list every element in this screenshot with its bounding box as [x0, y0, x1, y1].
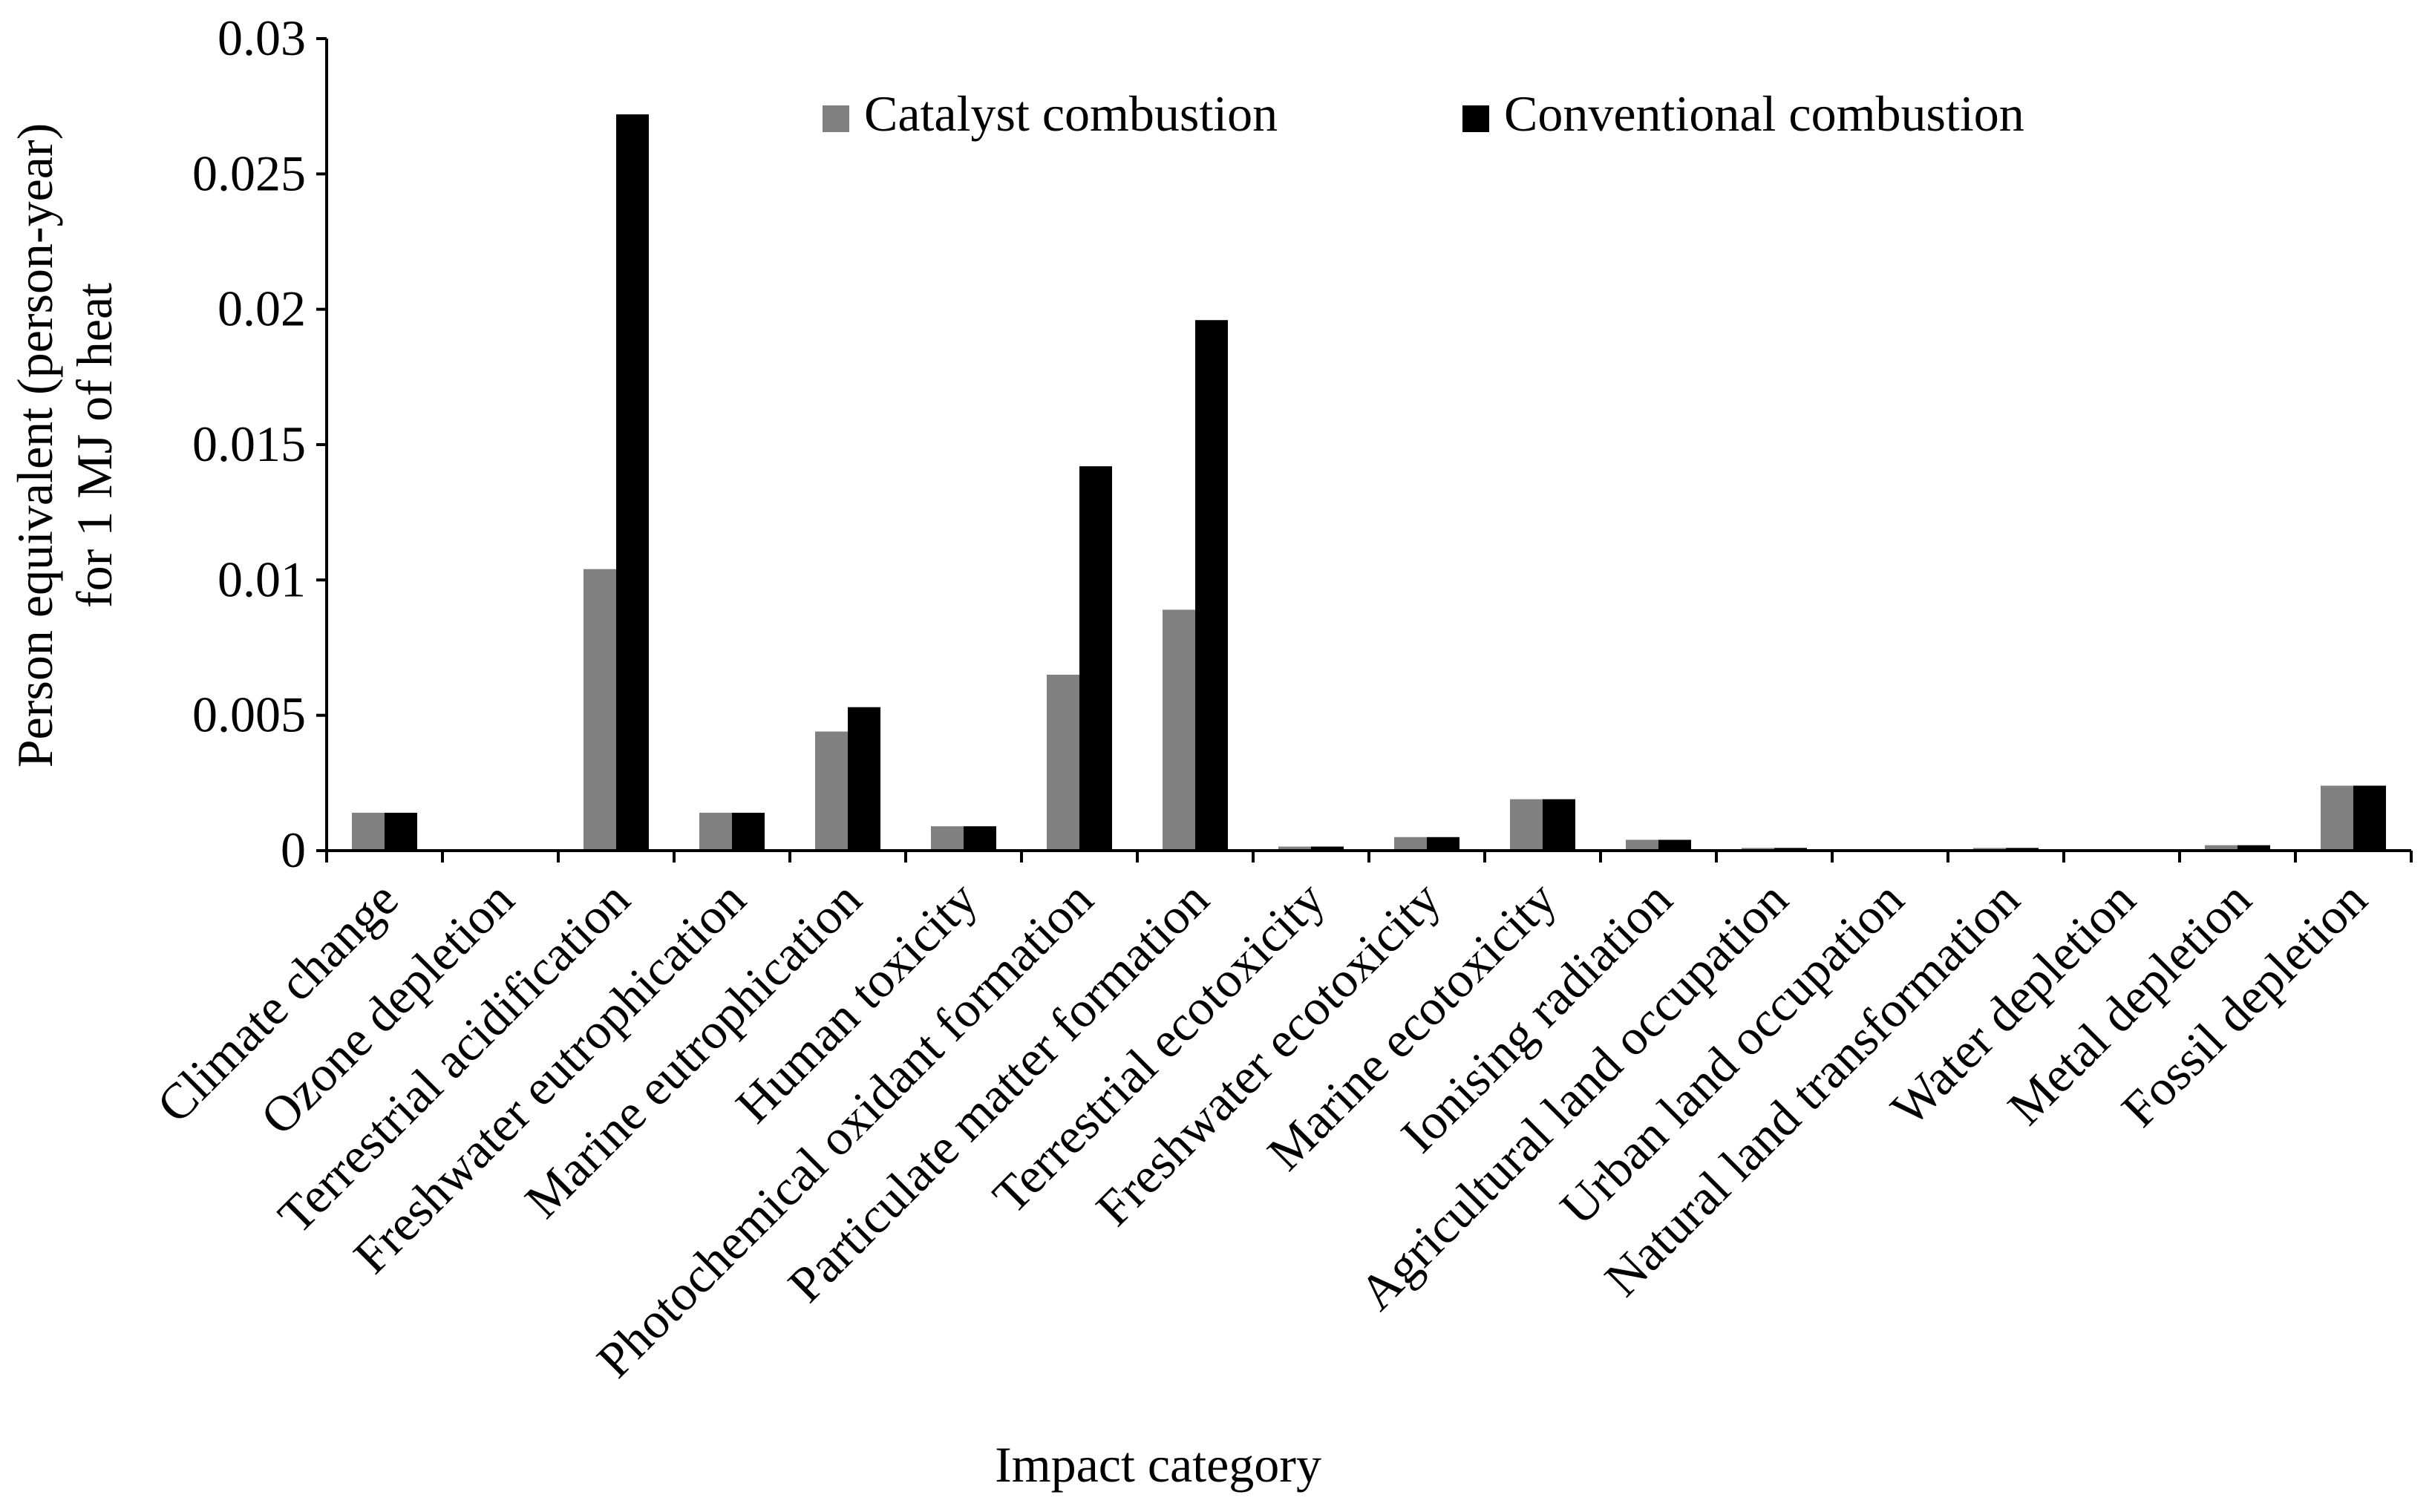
bar-conventional-10 — [1543, 799, 1575, 851]
y-tick-label-6: 0.03 — [218, 10, 306, 66]
bar-catalyst-6 — [1047, 674, 1079, 851]
legend-label-0: Catalyst combustion — [864, 85, 1278, 142]
y-tick-label-2: 0.01 — [218, 551, 306, 607]
bar-catalyst-9 — [1394, 837, 1427, 851]
x-axis-title: Impact category — [995, 1436, 1321, 1493]
bar-conventional-0 — [385, 812, 417, 851]
y-axis-title-line-2: for 1 MJ of heat — [66, 283, 122, 608]
bar-catalyst-17 — [2321, 785, 2353, 851]
bar-catalyst-10 — [1510, 799, 1543, 851]
bar-catalyst-16 — [2205, 845, 2237, 851]
bar-conventional-6 — [1079, 466, 1112, 851]
legend-swatch-1 — [1462, 105, 1489, 132]
bar-conventional-16 — [2237, 845, 2270, 851]
legend-label-1: Conventional combustion — [1504, 85, 2024, 142]
bar-conventional-4 — [848, 707, 880, 851]
bar-catalyst-11 — [1626, 840, 1658, 851]
bar-conventional-9 — [1427, 837, 1459, 851]
bar-conventional-2 — [616, 114, 649, 851]
y-tick-label-4: 0.02 — [218, 281, 306, 337]
bar-catalyst-8 — [1278, 846, 1311, 851]
bar-conventional-7 — [1195, 320, 1228, 851]
y-axis-title-line-1: Person equivalent (person-year) — [7, 123, 63, 768]
bar-conventional-11 — [1658, 840, 1691, 851]
legend: Catalyst combustion Conventional combusti… — [823, 85, 2024, 142]
bar-conventional-17 — [2353, 785, 2386, 851]
bar-catalyst-0 — [352, 812, 385, 851]
bar-conventional-3 — [732, 812, 765, 851]
bar-catalyst-3 — [699, 812, 732, 851]
bar-catalyst-5 — [931, 826, 964, 851]
y-tick-label-3: 0.015 — [192, 416, 306, 472]
bar-catalyst-4 — [815, 731, 848, 851]
bar-conventional-8 — [1311, 846, 1344, 851]
bar-conventional-5 — [964, 826, 996, 851]
bar-catalyst-7 — [1163, 609, 1195, 851]
y-tick-label-1: 0.005 — [192, 687, 306, 743]
bar-catalyst-2 — [584, 569, 616, 851]
bars-layer — [352, 114, 2386, 851]
legend-swatch-0 — [823, 105, 849, 132]
y-tick-label-5: 0.025 — [192, 145, 306, 201]
axes-layer — [316, 37, 2413, 863]
y-tick-label-0: 0 — [281, 822, 306, 878]
